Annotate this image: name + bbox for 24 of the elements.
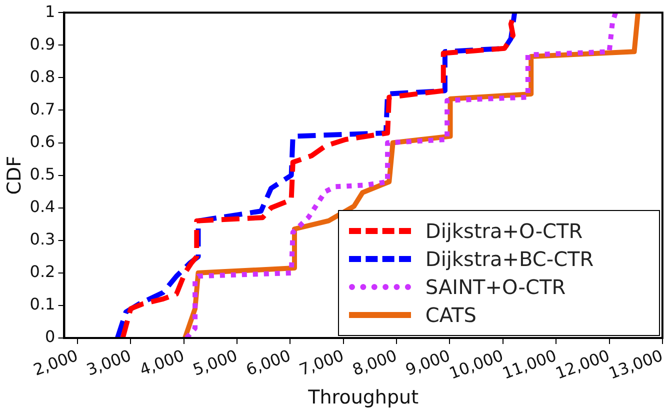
x-tick-label: 2,000 — [30, 346, 80, 380]
legend-label: CATS — [425, 303, 476, 327]
x-tick-label: 4,000 — [137, 346, 187, 380]
y-tick-label: 1 — [45, 2, 56, 21]
y-tick-label: 0 — [45, 327, 56, 346]
y-tick-label: 0.2 — [30, 262, 56, 282]
legend-label: Dijkstra+O-CTR — [425, 219, 583, 243]
y-tick-label: 0.1 — [30, 294, 56, 314]
x-tick-label: 7,000 — [296, 346, 346, 380]
y-tick-label: 0.6 — [30, 132, 56, 151]
y-tick-label: 0.7 — [30, 99, 56, 118]
x-tick-label: 6,000 — [244, 346, 294, 380]
x-axis-title: Throughput — [307, 386, 419, 409]
y-tick-label: 0.9 — [30, 34, 56, 54]
y-tick-label: 0.5 — [30, 164, 56, 184]
y-tick-label: 0.8 — [30, 66, 56, 86]
x-tick-label: 3,000 — [84, 346, 134, 380]
legend-label: SAINT+O-CTR — [425, 275, 566, 299]
y-axis-title: CDF — [3, 156, 26, 195]
y-tick-label: 0.4 — [30, 197, 56, 216]
x-tick-label: 8,000 — [350, 346, 400, 380]
legend-label: Dijkstra+BC-CTR — [425, 247, 594, 271]
x-tick-label: 5,000 — [190, 346, 240, 380]
y-tick-label: 0.3 — [30, 230, 56, 249]
